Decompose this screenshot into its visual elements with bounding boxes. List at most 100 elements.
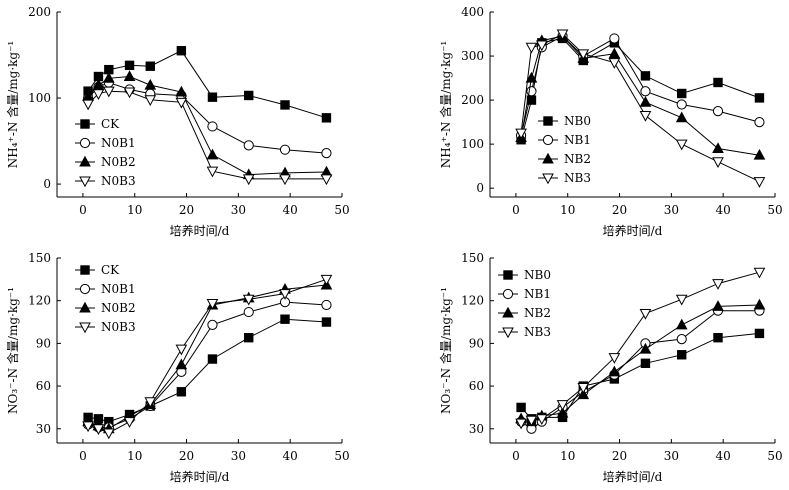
y-axis-title: NO₃⁻-N 含量/mg·kg⁻¹ xyxy=(5,287,20,414)
series-line xyxy=(87,90,327,180)
data-point xyxy=(320,174,333,186)
legend-label: CK xyxy=(101,117,120,131)
x-tick-label: 40 xyxy=(283,449,298,463)
data-point xyxy=(92,89,105,100)
legend-label: N0B3 xyxy=(101,320,136,334)
series-NB2 xyxy=(515,298,766,427)
legend-label: N0B1 xyxy=(101,136,136,150)
y-tick-label: 30 xyxy=(36,422,51,436)
series-line xyxy=(520,271,760,424)
x-tick-label: 0 xyxy=(512,449,520,463)
y-tick-label: 150 xyxy=(28,251,51,265)
legend-marker xyxy=(79,137,91,149)
legend-marker xyxy=(543,116,553,126)
x-tick-label: 50 xyxy=(767,449,782,463)
legend-item: NB0 xyxy=(498,268,551,282)
x-tick-label: 50 xyxy=(334,203,349,217)
legend-item: N0B1 xyxy=(75,136,136,150)
legend-marker xyxy=(542,134,554,146)
data-point xyxy=(175,358,188,370)
y-tick-label: 90 xyxy=(469,336,484,350)
series-N0B3 xyxy=(82,86,333,186)
data-point xyxy=(242,174,255,186)
data-point xyxy=(640,86,651,97)
x-tick-label: 50 xyxy=(767,203,782,217)
y-axis-title: NH₄⁺-N 含量/mg·kg⁻¹ xyxy=(5,41,20,169)
data-point xyxy=(321,299,332,311)
x-tick-label: 10 xyxy=(560,449,575,463)
y-tick-label: 30 xyxy=(469,422,484,436)
data-point xyxy=(639,342,652,354)
data-point xyxy=(102,86,115,98)
data-point xyxy=(577,388,590,400)
legend-item: CK xyxy=(75,117,120,131)
data-point xyxy=(124,60,135,71)
series-NB3 xyxy=(515,267,766,430)
data-point xyxy=(753,267,766,279)
series-line xyxy=(87,278,327,434)
legend-item: N0B3 xyxy=(75,320,136,334)
data-point xyxy=(280,100,290,110)
y-tick-label: 150 xyxy=(461,251,484,265)
data-point xyxy=(713,77,723,88)
data-point xyxy=(82,99,94,111)
data-point xyxy=(175,97,188,109)
data-point xyxy=(675,111,688,123)
legend-marker xyxy=(502,306,514,318)
legend-label: NB3 xyxy=(564,171,591,185)
x-tick-label: 0 xyxy=(512,203,520,217)
data-point xyxy=(242,294,255,306)
data-point xyxy=(280,314,290,324)
data-point xyxy=(639,309,652,320)
chart-top-left: 0 10 20 30 40 50 0 100 200 培养时间/d NH₄⁺-N 含量/mg·kg⁻… xyxy=(5,5,350,238)
data-point xyxy=(556,400,569,411)
data-point xyxy=(608,47,621,59)
data-point xyxy=(753,148,766,160)
data-point xyxy=(676,99,687,110)
legend-marker xyxy=(542,173,554,185)
y-tick-label: 100 xyxy=(28,91,51,105)
legend-item: N0B2 xyxy=(75,301,136,315)
legend-marker xyxy=(80,119,90,129)
data-point xyxy=(207,121,218,132)
data-point xyxy=(102,428,115,440)
data-point xyxy=(677,88,687,99)
x-tick-label: 20 xyxy=(179,449,194,463)
data-point xyxy=(609,33,620,44)
chart-top-right: 0 10 20 30 40 50 0 100 200 300 400 培养时间/d NH₄⁺-N 含量/… xyxy=(438,5,783,238)
data-point xyxy=(92,78,105,90)
legend-label: NB2 xyxy=(524,306,551,320)
series-NB3 xyxy=(515,29,766,188)
legend-marker xyxy=(79,155,91,167)
chart-bottom-right: 0 10 20 30 40 50 30 60 90 120 150 培养时间/d NO₃⁻-N 含量/m… xyxy=(438,251,783,484)
data-point xyxy=(675,318,688,330)
legend-label: N0B2 xyxy=(101,301,136,315)
data-point xyxy=(753,298,766,310)
chart-bottom-left: 0 10 20 30 40 50 30 60 90 120 150 培养时间/d NO₃⁻-N 含量/m… xyxy=(5,251,350,484)
data-point xyxy=(535,414,548,426)
data-point xyxy=(713,332,723,343)
legend-item: N0B3 xyxy=(75,174,136,188)
data-point xyxy=(176,46,187,56)
legend-label: NB1 xyxy=(564,133,591,147)
legend-item: N0B2 xyxy=(75,155,136,169)
series-line xyxy=(87,50,327,119)
x-tick-label: 50 xyxy=(334,449,349,463)
data-point xyxy=(675,139,688,151)
y-tick-label: 300 xyxy=(461,49,484,63)
series-line xyxy=(520,332,760,420)
data-point xyxy=(279,144,291,155)
data-point xyxy=(712,106,724,117)
x-tick-label: 10 xyxy=(127,203,142,217)
y-axis-title: NO₃⁻-N 含量/mg·kg⁻¹ xyxy=(438,287,453,414)
data-point xyxy=(102,72,115,83)
legend-marker xyxy=(79,301,91,313)
y-tick-label: 60 xyxy=(36,379,51,393)
data-point xyxy=(206,166,219,178)
data-point xyxy=(279,289,291,300)
data-point xyxy=(515,128,527,140)
data-point xyxy=(175,344,188,356)
series-line xyxy=(520,35,760,136)
x-tick-label: 30 xyxy=(664,203,679,217)
